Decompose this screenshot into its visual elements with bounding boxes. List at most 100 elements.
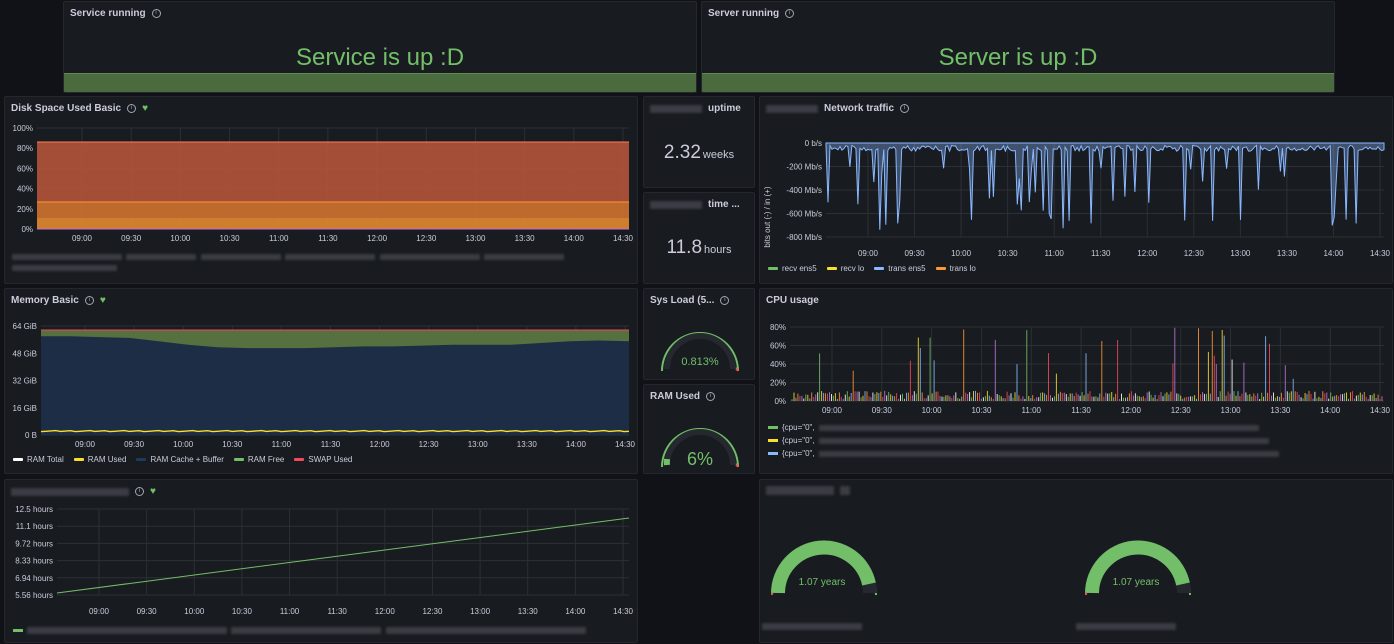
legend-label: RAM Total	[27, 455, 64, 464]
y-tick-label: 48 GiB	[13, 349, 37, 358]
legend-item[interactable]: {cpu="0",	[768, 421, 1279, 434]
y-tick-label: 0%	[21, 225, 33, 234]
timeline-legend	[13, 622, 586, 640]
x-tick-label: 14:30	[615, 440, 636, 449]
service-status-text: Service is up :D	[295, 44, 465, 71]
legend-swatch	[768, 439, 778, 443]
cpu-chart[interactable]: 80% 60% 40% 20% 0% 09:00 09:30 10:00 10:30 11:00…	[760, 311, 1393, 421]
legend-item[interactable]: RAM Total	[13, 455, 64, 464]
heart-icon: ♥	[99, 295, 106, 306]
time-value: 11.8 hours	[666, 237, 732, 258]
x-tick-label: 12:00	[1121, 406, 1142, 415]
legend-item[interactable]: SWAP Used	[294, 455, 352, 464]
info-icon[interactable]: i	[135, 487, 144, 496]
x-tick-label: 10:00	[184, 607, 205, 616]
y-tick-label: 12.5 hours	[15, 505, 53, 514]
x-tick-label: 14:00	[1323, 249, 1344, 258]
ramused-value: 6%	[687, 449, 713, 469]
panel-title[interactable]: i ♥	[11, 486, 156, 497]
network-chart[interactable]: 0 b/s -200 Mb/s -400 Mb/s -600 Mb/s -800 Mb/…	[760, 119, 1393, 269]
sysload-value: 0.813%	[681, 356, 719, 368]
disk-chart[interactable]: 100% 80% 60% 40% 20% 0% 09:00 09:30 10:00 10:30 1…	[5, 119, 638, 269]
info-icon[interactable]: i	[900, 104, 910, 113]
y-tick-label: 0%	[774, 397, 786, 406]
x-tick-label: 09:30	[137, 607, 158, 616]
legend-swatch	[13, 458, 23, 462]
y-tick-label: 32 GiB	[13, 377, 37, 386]
x-tick-label: 10:00	[951, 249, 972, 258]
legend-item[interactable]: recv ens5	[768, 264, 817, 273]
y-tick-label: 40%	[770, 360, 786, 369]
disk-area-high	[37, 142, 629, 202]
server-running-panel: Server running i Server is up :D	[701, 1, 1335, 93]
x-tick-label: 09:30	[872, 406, 893, 415]
legend-item[interactable]: {cpu="0",	[768, 447, 1279, 460]
timeline-chart[interactable]: 12.5 hours 11.1 hours 9.72 hours 8.33 hours…	[5, 502, 638, 622]
legend-item[interactable]: RAM Used	[73, 455, 127, 464]
panel-title[interactable]: CPU usage	[766, 295, 819, 306]
legend-item[interactable]: {cpu="0",	[768, 434, 1279, 447]
x-tick-label: 09:00	[72, 234, 93, 243]
disk-area-mid	[37, 202, 629, 218]
cpu-panel: CPU usage 80% 60% 40% 20% 0% 09:00 09:30 10:00…	[759, 288, 1393, 474]
timeline-series	[56, 517, 630, 594]
y-tick-label: 64 GiB	[13, 322, 37, 331]
y-tick-label: -200 Mb/s	[786, 163, 822, 172]
x-tick-label: 14:30	[613, 607, 634, 616]
network-panel: Network traffic i 0 b/s -200 Mb/s -400 Mb/s…	[759, 96, 1393, 284]
panel-title[interactable]: Service running i	[70, 8, 161, 19]
panel-title-text: Sys Load (5...	[650, 295, 715, 306]
x-tick-label: 11:00	[1022, 406, 1042, 415]
x-tick-label: 11:00	[269, 234, 289, 243]
panel-title-text: Disk Space Used Basic	[11, 103, 122, 114]
x-tick-label: 13:30	[1277, 249, 1298, 258]
panel-title-text: Service running	[70, 8, 146, 19]
info-icon[interactable]: i	[127, 104, 137, 113]
panel-title[interactable]: Memory Basic i ♥	[11, 295, 106, 306]
y-tick-label: 11.1 hours	[16, 522, 53, 531]
legend-item[interactable]: recv lo	[826, 264, 864, 273]
legend-swatch	[233, 458, 244, 462]
info-icon[interactable]: i	[84, 296, 94, 305]
legend-item[interactable]: RAM Cache + Buffer	[136, 455, 224, 464]
panel-title[interactable]: Network traffic i	[766, 103, 910, 114]
panel-title[interactable]: time ...	[650, 199, 740, 210]
panel-title[interactable]: RAM Used i	[650, 391, 716, 402]
info-icon[interactable]: i	[706, 392, 716, 401]
panel-title[interactable]	[766, 486, 850, 495]
legend-swatch	[768, 267, 778, 271]
years-gauge-left-value: 1.07 years	[799, 577, 846, 588]
info-icon[interactable]: i	[785, 9, 795, 18]
panel-title-text: Network traffic	[824, 103, 895, 114]
x-tick-label: 12:30	[419, 440, 440, 449]
status-bar	[702, 73, 1334, 92]
x-tick-label: 14:30	[613, 234, 634, 243]
years-gauge-right-label	[1076, 618, 1176, 636]
x-tick-label: 12:00	[375, 607, 396, 616]
memory-chart[interactable]: 64 GiB 48 GiB 32 GiB 16 GiB 0 B 09:00 09:30 10…	[5, 311, 638, 461]
x-tick-label: 13:30	[515, 234, 536, 243]
panel-title[interactable]: uptime	[650, 103, 741, 114]
legend-label: RAM Used	[87, 455, 127, 464]
x-tick-label: 14:00	[566, 440, 587, 449]
legend-label: {cpu="0",	[782, 423, 815, 432]
heart-icon: ♥	[150, 486, 156, 497]
legend-item[interactable]: RAM Free	[233, 455, 284, 464]
x-tick-label: 11:30	[1091, 249, 1111, 258]
panel-title-text: Server running	[708, 8, 780, 19]
legend-item[interactable]: trans ens5	[874, 264, 926, 273]
legend-item[interactable]: trans lo	[935, 264, 976, 273]
years-gauge-left-label	[762, 618, 862, 636]
info-icon[interactable]: i	[151, 9, 161, 18]
panel-title[interactable]: Disk Space Used Basic i ♥	[11, 103, 148, 114]
legend-label: RAM Cache + Buffer	[150, 455, 224, 464]
uptime-panel: uptime 2.32 weeks	[643, 96, 755, 188]
panel-title-text: uptime	[708, 103, 741, 114]
x-tick-label: 13:30	[517, 440, 538, 449]
panel-title[interactable]: Sys Load (5... i	[650, 295, 730, 306]
memory-cache-area	[41, 336, 629, 435]
panel-title[interactable]: Server running i	[708, 8, 795, 19]
info-icon[interactable]: i	[720, 296, 730, 305]
x-tick-label: 10:30	[998, 249, 1019, 258]
legend-label: recv ens5	[782, 264, 817, 273]
